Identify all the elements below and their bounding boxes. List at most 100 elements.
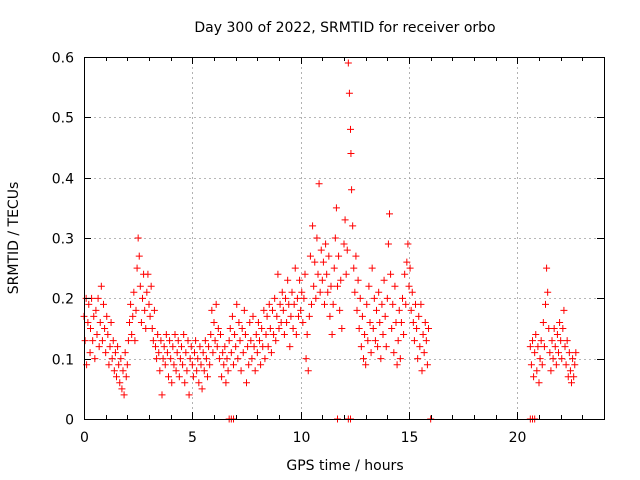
data-point bbox=[131, 337, 139, 345]
data-point bbox=[266, 325, 274, 332]
data-point bbox=[310, 282, 318, 290]
data-point bbox=[329, 300, 337, 308]
data-point bbox=[141, 306, 149, 314]
data-point bbox=[395, 306, 403, 314]
data-point bbox=[240, 306, 248, 314]
data-point bbox=[217, 331, 224, 339]
data-point bbox=[144, 270, 152, 278]
data-point bbox=[566, 367, 574, 375]
data-point bbox=[533, 367, 541, 375]
data-point bbox=[211, 337, 219, 345]
data-point bbox=[416, 343, 424, 351]
data-point bbox=[228, 312, 236, 320]
data-point bbox=[226, 325, 234, 332]
grid-lines bbox=[84, 57, 604, 419]
data-point bbox=[139, 294, 146, 302]
data-point bbox=[422, 337, 430, 345]
data-point bbox=[270, 331, 278, 339]
data-point bbox=[293, 294, 301, 302]
data-point bbox=[200, 367, 208, 375]
data-point bbox=[331, 234, 339, 242]
data-point bbox=[405, 282, 413, 290]
data-point bbox=[335, 252, 343, 260]
data-point bbox=[390, 349, 398, 357]
data-point bbox=[560, 306, 568, 314]
data-point bbox=[114, 343, 122, 351]
data-point bbox=[297, 306, 305, 314]
data-point bbox=[309, 222, 317, 230]
data-point bbox=[252, 331, 260, 339]
data-point bbox=[543, 264, 551, 272]
data-point bbox=[146, 312, 154, 320]
data-point bbox=[552, 361, 560, 369]
data-point bbox=[322, 240, 330, 248]
data-point bbox=[135, 252, 143, 260]
data-point bbox=[169, 343, 177, 351]
data-point bbox=[402, 300, 410, 308]
data-point bbox=[137, 318, 145, 326]
data-point bbox=[317, 246, 325, 254]
data-point bbox=[327, 282, 335, 290]
data-point bbox=[202, 355, 210, 363]
data-point bbox=[325, 252, 333, 260]
data-point bbox=[527, 361, 535, 369]
data-point bbox=[343, 246, 351, 254]
data-point bbox=[282, 294, 289, 302]
data-point bbox=[159, 355, 167, 363]
data-point bbox=[269, 306, 276, 314]
data-point bbox=[337, 276, 345, 284]
data-point bbox=[224, 367, 232, 375]
data-point bbox=[235, 318, 243, 326]
data-point bbox=[557, 337, 565, 345]
data-point bbox=[246, 318, 254, 326]
data-point bbox=[403, 258, 411, 266]
data-point bbox=[314, 270, 322, 278]
data-point bbox=[97, 282, 105, 290]
data-point bbox=[249, 312, 257, 320]
data-point bbox=[208, 306, 216, 314]
data-point bbox=[250, 343, 258, 351]
data-point bbox=[214, 325, 222, 332]
data-point bbox=[305, 312, 313, 320]
data-point bbox=[223, 355, 231, 363]
data-point bbox=[264, 343, 272, 351]
data-point bbox=[244, 343, 252, 351]
data-point bbox=[338, 325, 346, 332]
data-point bbox=[358, 312, 366, 320]
data-point bbox=[381, 312, 389, 320]
data-point bbox=[548, 337, 556, 345]
data-point bbox=[414, 355, 422, 363]
data-point bbox=[109, 337, 117, 345]
data-point bbox=[209, 349, 217, 357]
data-point bbox=[115, 361, 123, 369]
data-point bbox=[296, 276, 304, 284]
data-point bbox=[374, 343, 382, 351]
x-axis-label: GPS time / hours bbox=[286, 458, 403, 474]
data-point bbox=[201, 337, 209, 345]
data-point bbox=[351, 288, 359, 296]
data-point bbox=[227, 349, 235, 357]
data-point bbox=[530, 373, 538, 381]
data-point bbox=[267, 349, 275, 357]
data-point bbox=[284, 276, 292, 284]
data-point bbox=[218, 373, 226, 381]
data-point bbox=[542, 300, 549, 308]
data-point bbox=[371, 337, 379, 345]
data-point bbox=[220, 361, 228, 369]
data-point bbox=[148, 325, 156, 332]
data-point bbox=[386, 210, 393, 218]
data-point bbox=[207, 331, 215, 339]
data-point bbox=[178, 343, 185, 351]
data-point bbox=[96, 318, 104, 326]
x-tick-label: 5 bbox=[188, 430, 197, 446]
data-point bbox=[413, 325, 421, 332]
data-point bbox=[90, 312, 98, 320]
data-point bbox=[145, 300, 153, 308]
data-point bbox=[191, 349, 198, 357]
data-point bbox=[399, 294, 406, 302]
data-point bbox=[340, 240, 348, 248]
data-point bbox=[153, 355, 161, 363]
data-point bbox=[420, 349, 428, 357]
data-point bbox=[182, 349, 190, 357]
data-point bbox=[538, 361, 546, 369]
